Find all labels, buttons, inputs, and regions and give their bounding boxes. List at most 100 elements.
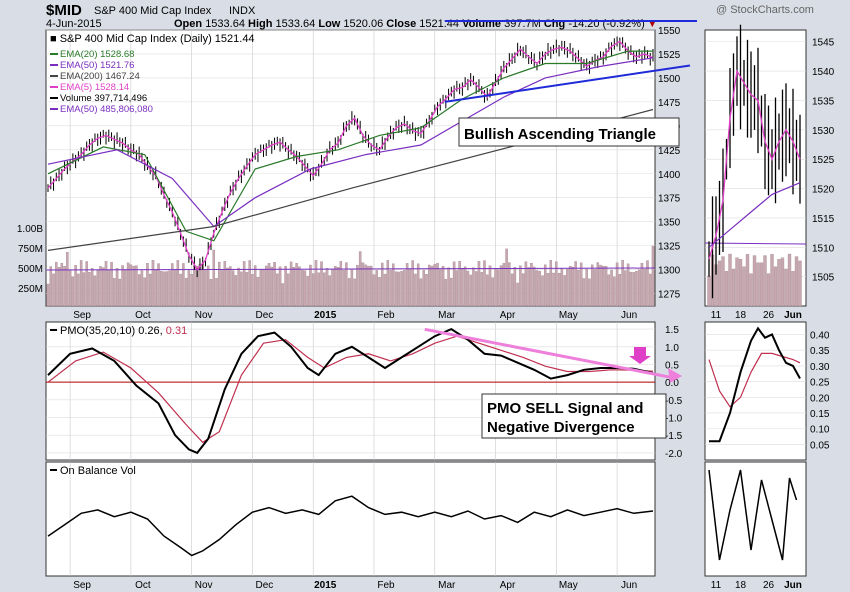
x-tick-label: Mar — [438, 580, 456, 591]
y-tick-label: 0.25 — [810, 378, 830, 389]
zoom-volume-bar — [749, 273, 753, 307]
volume-bar — [582, 278, 586, 307]
y-tick-label: 1525 — [812, 155, 835, 166]
volume-bar — [444, 279, 448, 307]
y-tick-label: 1425 — [658, 146, 681, 157]
pmo-signal-line — [47, 335, 654, 444]
price-legend-title: ■ S&P 400 Mid Cap Index (Daily) 1521.44 — [50, 33, 255, 45]
volume-bar — [615, 262, 619, 307]
volume-bar — [96, 269, 99, 307]
volume-bar — [57, 266, 61, 307]
volume-bar — [350, 268, 354, 307]
volume-bar — [52, 273, 55, 307]
volume-bar — [190, 274, 193, 307]
volume-bar — [386, 260, 390, 307]
obv-panel — [45, 461, 656, 577]
pmo-line — [47, 327, 654, 455]
low-label: Low — [318, 18, 341, 30]
legend-item: EMA(50) 1521.76 — [60, 60, 134, 71]
y-tick-label: 1400 — [658, 170, 681, 181]
volume-bar — [358, 251, 362, 307]
x-tick-label: Apr — [500, 310, 516, 321]
volume-bar — [151, 260, 155, 307]
high-label: High — [248, 18, 273, 30]
volume-bar — [577, 269, 580, 307]
zoom-volume-bar — [784, 268, 788, 307]
volume-bar — [184, 277, 188, 307]
volume-bar — [165, 271, 169, 307]
x-tick-label: Jun — [621, 310, 637, 321]
volume-bar — [55, 261, 58, 307]
volume-bar — [107, 270, 111, 307]
volume-bar — [532, 266, 536, 307]
volume-bar — [427, 264, 431, 307]
volume-bar — [416, 263, 420, 307]
pmo-annotation-box — [481, 393, 667, 439]
volume-bar — [140, 270, 144, 307]
volume-bar — [613, 276, 616, 307]
volume-bar — [516, 282, 519, 307]
volume-bar — [521, 273, 525, 307]
volume-bar — [171, 263, 174, 307]
volume-bar — [527, 267, 530, 307]
volume-bar — [632, 272, 635, 307]
volume-bar — [425, 273, 428, 307]
volume-bar — [568, 265, 572, 307]
volume-bar — [640, 263, 644, 307]
volume-bar — [179, 273, 182, 307]
volume-bar — [262, 269, 265, 307]
y-tick-label: 1500 — [658, 74, 681, 85]
volume-bar — [599, 264, 602, 307]
volume-bar — [193, 265, 196, 307]
y-tick-label: 0.15 — [810, 409, 830, 420]
x-tick-label: Nov — [195, 310, 213, 321]
high-value: 1533.64 — [275, 18, 316, 30]
volume-bar — [79, 260, 83, 307]
volume-bar — [63, 266, 66, 307]
symbol: $MID — [46, 2, 82, 19]
volume-bar — [160, 270, 163, 307]
quote-strip: Open 1533.64 High 1533.64 Low 1520.06 Cl… — [174, 18, 657, 30]
volume-bar — [314, 260, 318, 307]
volume-bar — [311, 273, 315, 307]
y-tick-label: 0.0 — [665, 378, 679, 389]
volume-bar — [234, 275, 238, 307]
x-tick-label: Apr — [500, 580, 516, 591]
volume-bar — [469, 274, 472, 307]
x-tick-label: 2015 — [314, 580, 337, 591]
volume-bar — [383, 273, 387, 307]
volume-bar — [229, 266, 232, 307]
zoom-ema50-line — [708, 182, 801, 248]
volume-bar — [240, 271, 243, 307]
volume-bar — [604, 266, 608, 307]
volume-bar — [579, 262, 583, 307]
pmo-annotation-line2: Negative Divergence — [487, 419, 635, 436]
volume-bar — [276, 273, 279, 307]
volume-bar — [292, 267, 296, 307]
volume-bar — [74, 265, 77, 307]
volume-bar — [278, 266, 282, 307]
volume-bar — [447, 267, 450, 307]
volume-bar — [173, 269, 177, 307]
open-value: 1533.64 — [205, 18, 245, 30]
y-tick-label: 1545 — [812, 38, 835, 49]
volume-bar — [113, 278, 116, 307]
volume-bar — [71, 276, 75, 307]
ema-50-line — [47, 57, 654, 228]
legend-item: Volume 397,714,496 — [60, 93, 147, 104]
volume-bar — [99, 266, 102, 307]
volume-bar — [154, 269, 157, 307]
y-tick-label: -2.0 — [665, 449, 683, 460]
volume-bar — [480, 271, 483, 307]
volume-bar — [602, 265, 605, 307]
zoom-x-tick-label: 18 — [735, 310, 747, 321]
y-tick-label: -1.0 — [665, 414, 683, 425]
volume-bar — [132, 265, 135, 307]
volume-bar — [488, 265, 492, 307]
volume-bar — [458, 261, 461, 307]
volume-bar — [85, 261, 88, 307]
volume-bar — [546, 273, 550, 307]
y-tick-label: 1520 — [812, 185, 835, 196]
volume-bar — [320, 261, 323, 307]
volume-bar — [585, 268, 588, 307]
